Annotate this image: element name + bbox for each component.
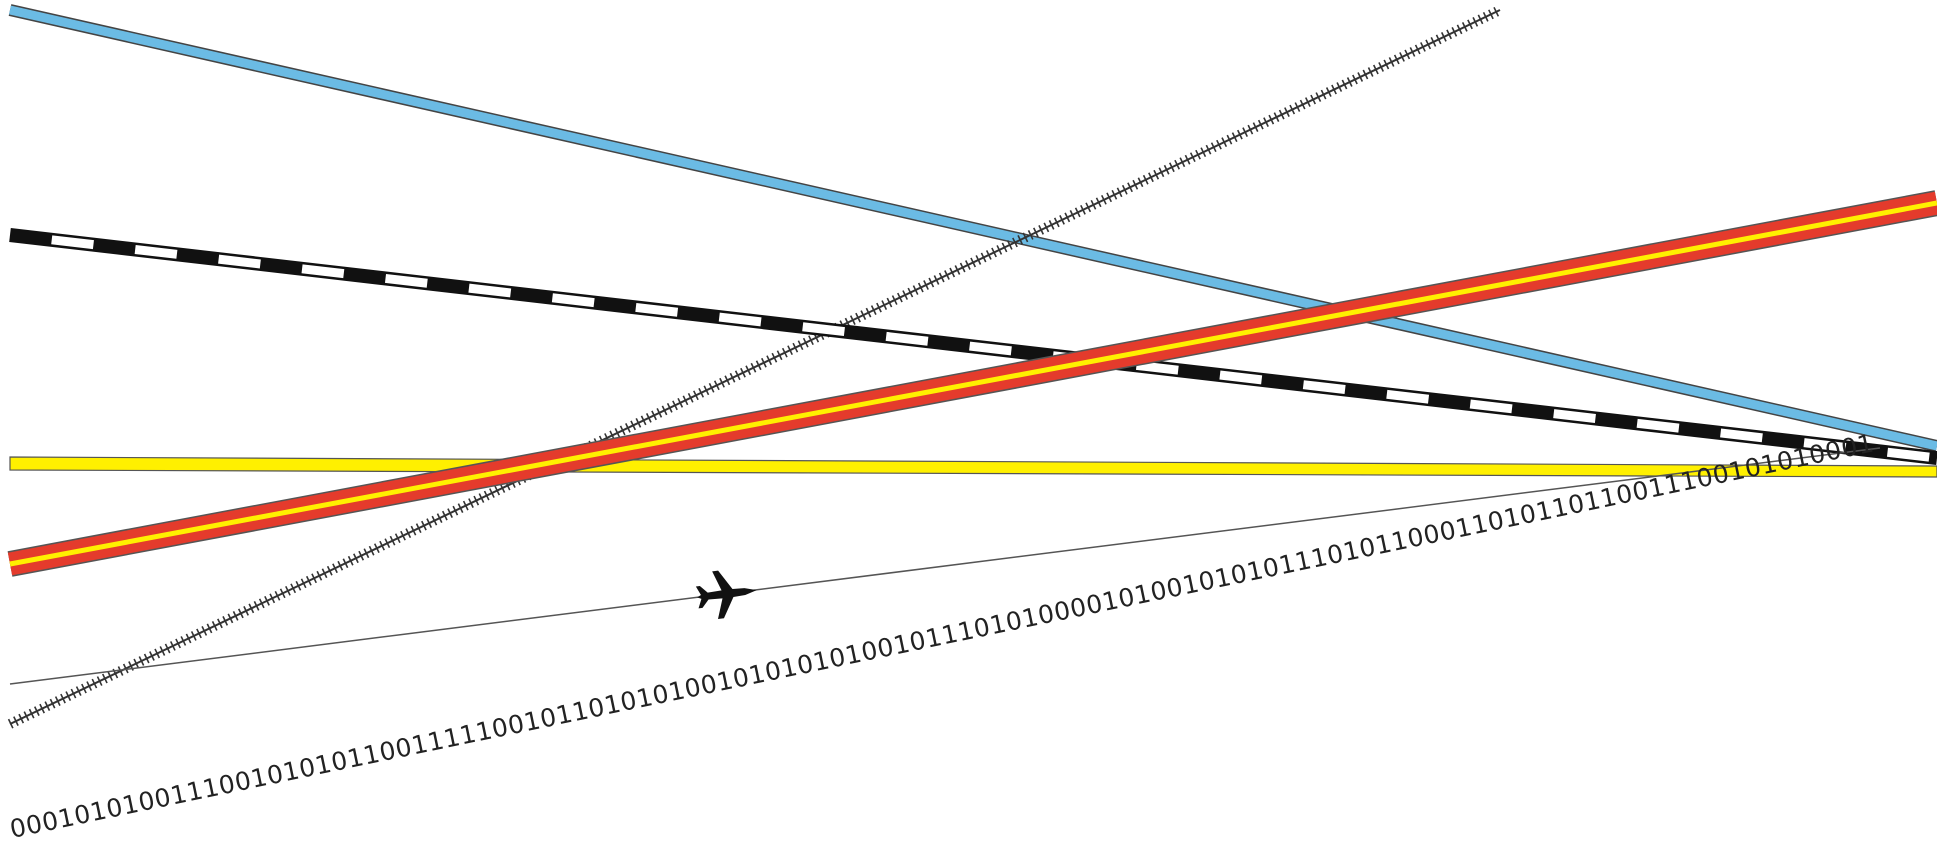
airplane-icon: [695, 570, 757, 620]
yellow-line: [9, 456, 1937, 478]
dashed-road-line: [9, 228, 1937, 465]
railway-line: [7, 5, 1503, 729]
red-highway-line: [7, 190, 1937, 577]
flight-path-line: [9, 447, 1881, 685]
blue-line: [8, 4, 1937, 452]
